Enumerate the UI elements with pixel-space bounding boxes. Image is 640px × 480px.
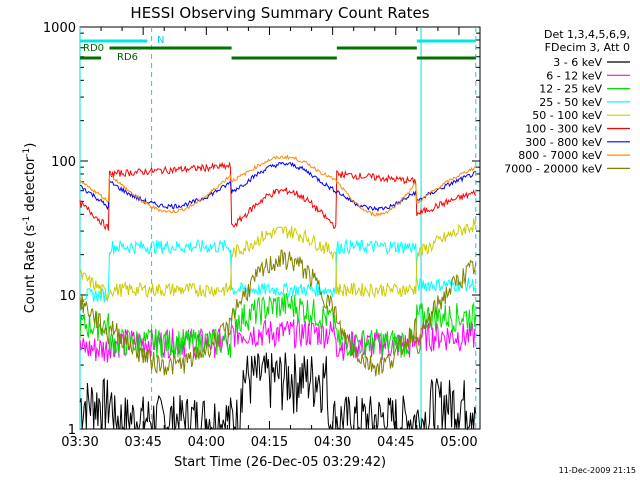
legend-header-2: FDecim 3, Att 0 <box>545 41 630 54</box>
legend-entry: 800 - 7000 keV <box>518 149 630 162</box>
x-tick-label: 04:30 <box>314 435 351 450</box>
x-tick-label: 03:45 <box>124 435 161 450</box>
legend-label: 100 - 300 keV <box>525 123 602 136</box>
axis-ticks <box>79 27 481 430</box>
y-axis-label-end: ) <box>23 143 38 148</box>
rd6-label: RD6 <box>117 52 138 63</box>
y-axis-label-main: Count Rate (s <box>23 225 38 314</box>
legend-entry: 12 - 25 keV <box>539 83 630 96</box>
y-axis-label-mid: detector <box>23 156 38 216</box>
legend-entry: 300 - 800 keV <box>525 136 630 149</box>
x-tick-label: 04:15 <box>251 435 288 450</box>
legend-label: 12 - 25 keV <box>539 83 602 96</box>
series-line <box>79 249 477 377</box>
legend-label: 50 - 100 keV <box>532 109 602 122</box>
legend-label: 25 - 50 keV <box>539 96 602 109</box>
y-tick-label: 1000 <box>43 21 76 36</box>
x-axis-label: Start Time (26-Dec-05 03:29:42) <box>174 455 386 470</box>
footer-timestamp: 11-Dec-2009 21:15 <box>559 466 636 475</box>
legend-label: 7000 - 20000 keV <box>504 162 602 175</box>
x-tick-label: 04:45 <box>377 435 414 450</box>
y-axis-label: Count Rate (s-1 detector-1) <box>22 143 38 314</box>
legend-entry: 50 - 100 keV <box>532 109 630 122</box>
legend-entry: 3 - 6 keV <box>553 56 630 69</box>
y-tick-labels: 1 10 100 1000 <box>43 21 76 438</box>
legend-entry: 100 - 300 keV <box>525 123 630 136</box>
rd0-label: RD0 <box>83 43 104 54</box>
x-tick-label: 03:30 <box>61 435 98 450</box>
legend-label: 300 - 800 keV <box>525 136 602 149</box>
flag-bars <box>80 39 476 60</box>
orbit-markers <box>79 27 477 429</box>
legend-label: 3 - 6 keV <box>553 56 602 69</box>
plot-frame <box>79 26 481 430</box>
chart-title: HESSI Observing Summary Count Rates <box>130 4 429 22</box>
series-line <box>79 318 477 363</box>
legend-label: 6 - 12 keV <box>546 69 602 82</box>
x-tick-label: 05:00 <box>440 435 477 450</box>
y-axis-label-sup2: -1 <box>22 148 32 157</box>
legend-entry: 7000 - 20000 keV <box>504 162 630 175</box>
x-tick-labels: 03:30 03:45 04:00 04:15 04:30 04:45 05:00 <box>61 435 477 450</box>
legend-label: 800 - 7000 keV <box>518 149 602 162</box>
y-tick-label: 10 <box>59 289 76 304</box>
legend-header-1: Det 1,3,4,5,6,9, <box>544 28 630 41</box>
legend-entry: 25 - 50 keV <box>539 96 630 109</box>
legend-entry: 6 - 12 keV <box>546 69 630 82</box>
series-line <box>80 161 476 212</box>
series-line <box>79 238 477 303</box>
y-tick-label: 100 <box>51 155 76 170</box>
series-line <box>79 292 477 359</box>
y-tick-label: 1 <box>68 423 76 438</box>
series-line <box>79 154 477 217</box>
y-axis-label-sup1: -1 <box>22 216 32 225</box>
x-tick-label: 04:00 <box>188 435 225 450</box>
series-line <box>79 161 477 231</box>
series-line <box>79 218 477 303</box>
series-lines <box>79 154 477 431</box>
n-label: N <box>157 35 164 46</box>
legend: Det 1,3,4,5,6,9, FDecim 3, Att 0 3 - 6 k… <box>504 28 630 175</box>
series-line <box>79 352 477 431</box>
